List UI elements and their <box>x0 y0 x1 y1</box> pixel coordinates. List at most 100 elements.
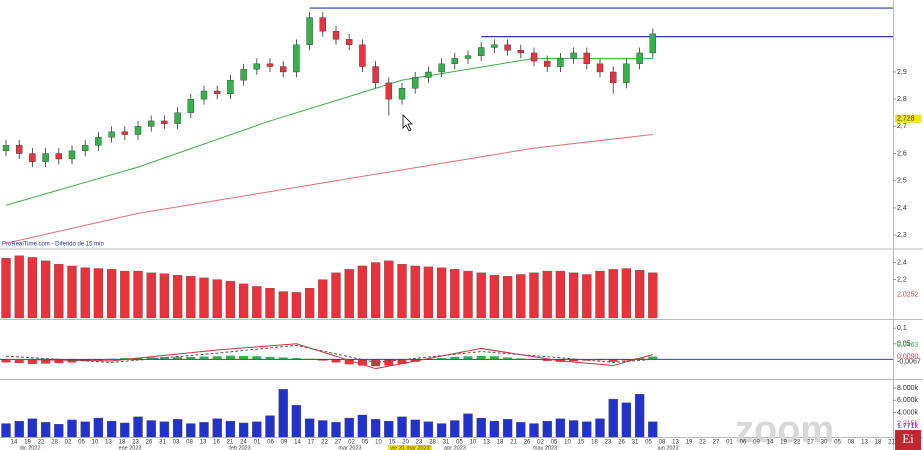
bar <box>634 270 645 319</box>
candle-body <box>491 44 498 48</box>
candle-body <box>266 63 274 67</box>
bar <box>370 262 381 319</box>
bar <box>648 421 658 438</box>
y-tick-label: 2,7 <box>897 123 907 130</box>
bar <box>529 423 539 438</box>
bar <box>225 281 236 319</box>
bar <box>67 265 77 319</box>
bar <box>1 258 11 319</box>
histogram-bar <box>212 356 222 360</box>
candle-body <box>121 131 129 135</box>
candle-body <box>55 153 62 160</box>
bar <box>555 270 566 319</box>
month-label: dic 2022 <box>20 445 41 450</box>
candle-body <box>438 63 445 73</box>
bar <box>450 420 460 438</box>
candle-body <box>240 69 247 81</box>
x-tick-label: 05 <box>645 440 652 446</box>
bar <box>568 272 579 319</box>
x-tick-label: 30 <box>821 440 828 446</box>
bar <box>357 414 368 438</box>
bar <box>67 419 77 438</box>
bar <box>595 418 605 438</box>
bar <box>450 269 460 319</box>
bar <box>476 417 486 438</box>
x-tick-label: 14 <box>11 440 18 446</box>
y-tick-label: 2,4 <box>897 205 907 212</box>
bar <box>212 418 222 438</box>
histogram-bar <box>14 359 24 364</box>
bar <box>436 267 447 319</box>
bar <box>172 419 183 438</box>
value-marker-label: 0,0090 <box>897 353 919 360</box>
x-tick-label: 13 <box>105 440 112 446</box>
bar <box>542 270 552 319</box>
bar <box>516 422 526 438</box>
bar <box>40 422 51 438</box>
bar <box>318 420 328 438</box>
histogram-bar <box>621 359 631 361</box>
candle-body <box>280 66 287 73</box>
bar <box>595 270 605 319</box>
bar <box>133 270 143 319</box>
candle-body <box>108 131 115 138</box>
candle-body <box>253 63 261 70</box>
candle-body <box>517 50 524 54</box>
bar <box>252 286 262 319</box>
bar <box>27 257 38 319</box>
bar <box>291 405 302 438</box>
bar <box>106 269 117 319</box>
x-tick-label: 01 <box>726 440 733 446</box>
bar <box>212 279 222 319</box>
histogram-bar <box>54 359 64 364</box>
x-tick-label: 28 <box>429 440 436 446</box>
x-tick-label: 18 <box>875 440 882 446</box>
candle-body <box>42 153 49 162</box>
bar <box>40 260 51 319</box>
candle-body <box>293 44 300 73</box>
candle-body <box>306 17 313 45</box>
candle-body <box>504 44 511 51</box>
histogram-bar <box>159 357 169 360</box>
bar <box>278 389 288 438</box>
x-tick-label: 31 <box>632 440 639 446</box>
bar <box>120 270 130 319</box>
bar <box>648 272 658 319</box>
logo: Ei <box>902 431 914 446</box>
histogram-bar <box>318 359 328 361</box>
histogram-bar <box>1 359 11 363</box>
x-tick-label: 15 <box>578 440 585 446</box>
candle-body <box>596 63 604 73</box>
x-tick-label: 05 <box>456 440 463 446</box>
histogram-bar <box>252 356 262 360</box>
bar <box>186 423 196 438</box>
candle-body <box>583 52 590 65</box>
candle-body <box>29 153 36 162</box>
x-tick-label: 02 <box>65 440 72 446</box>
histogram-bar <box>173 357 183 360</box>
candle-body <box>359 44 366 67</box>
y-tick-label: 2,8 <box>897 96 907 103</box>
candle-body <box>332 30 340 40</box>
watermark: zoom <box>735 409 834 450</box>
x-tick-label: 15 <box>389 440 396 446</box>
bar <box>14 255 24 319</box>
bar <box>529 272 539 319</box>
x-tick-label: 26 <box>524 440 531 446</box>
y-tick-label: 8.000k <box>897 385 919 392</box>
x-tick-label: 10 <box>375 440 382 446</box>
y-tick-label: 2,5 <box>897 178 907 185</box>
candle-body <box>95 137 102 146</box>
bar <box>54 264 64 319</box>
candle-body <box>464 55 472 59</box>
bar <box>331 422 341 438</box>
bar <box>252 421 262 438</box>
candle-body <box>319 17 326 32</box>
bar <box>93 417 104 438</box>
bar <box>304 418 315 438</box>
histogram-bar <box>265 356 275 360</box>
histogram-bar <box>450 356 460 360</box>
x-tick-label: 18 <box>591 440 598 446</box>
candle-body <box>649 33 656 54</box>
